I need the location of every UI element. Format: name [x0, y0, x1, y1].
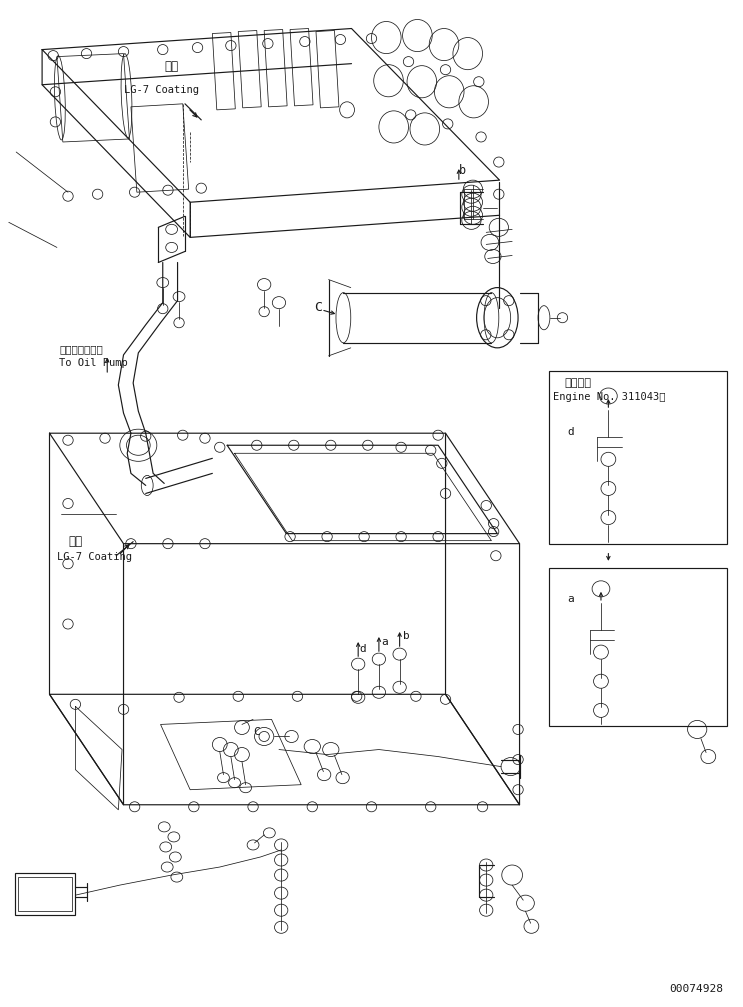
Bar	[18, 877, 73, 911]
Text: 適用号機: 適用号機	[564, 378, 591, 388]
Text: LG-7 Coating: LG-7 Coating	[123, 85, 198, 95]
Text: 塗布: 塗布	[164, 60, 179, 74]
Text: 00074928: 00074928	[669, 984, 723, 994]
Text: オイルポンプへ: オイルポンプへ	[59, 343, 103, 353]
Text: a: a	[568, 594, 574, 604]
Text: a: a	[381, 637, 388, 648]
Text: b: b	[403, 631, 410, 641]
Text: d: d	[568, 427, 574, 437]
Bar	[549, 371, 727, 544]
Text: Engine No. 311043～: Engine No. 311043～	[553, 392, 665, 402]
Text: C: C	[314, 301, 322, 314]
Text: 塗布: 塗布	[68, 535, 82, 548]
Text: C: C	[253, 727, 260, 737]
Text: To Oil Pump: To Oil Pump	[59, 357, 128, 368]
Text: d: d	[360, 644, 366, 655]
Text: LG-7 Coating: LG-7 Coating	[57, 552, 132, 562]
Bar	[15, 873, 75, 915]
Bar	[549, 568, 727, 726]
Text: b: b	[459, 163, 466, 176]
